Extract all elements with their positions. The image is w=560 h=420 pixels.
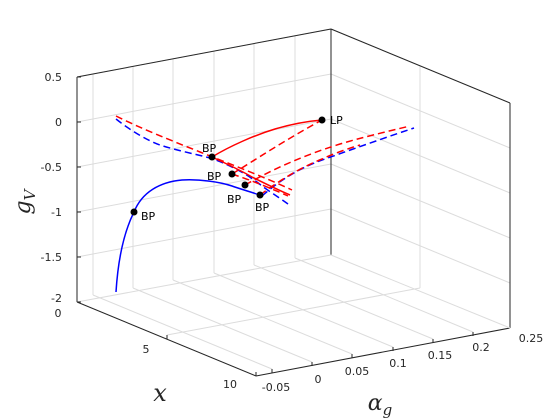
point-label-bp: BP (207, 170, 222, 183)
alpha-tick-label: -0.05 (262, 381, 290, 394)
alpha-tick-label: 0.15 (428, 349, 453, 362)
alpha-tick-label: 0.1 (389, 357, 407, 370)
alpha-tick-label: 0 (315, 373, 322, 386)
series-red-dashed (259, 144, 361, 196)
x-axis-label: x (153, 379, 167, 407)
series-red-dashed (231, 173, 289, 197)
z-axis-label-main: g (11, 200, 36, 214)
series-red-dashed (115, 115, 293, 191)
series-blue-solid (115, 179, 263, 293)
series-red-solid (211, 119, 323, 158)
point-label-lp: LP (330, 114, 343, 127)
alpha-tick-label: 0.25 (519, 332, 544, 345)
x-tick-label: 10 (223, 378, 237, 391)
alpha-tick-label: 0.05 (345, 365, 370, 378)
z-tick-label: 0.5 (45, 71, 63, 84)
series-red-solid (211, 156, 291, 196)
series-blue-dashed (261, 127, 415, 197)
curves (115, 115, 415, 293)
point-bp (130, 208, 138, 216)
alpha-axis-label-sub: g (383, 401, 393, 419)
z-axis-label: gV (11, 187, 39, 214)
z-tick-label: -0.5 (41, 161, 62, 174)
z-tick-label: 0 (55, 116, 62, 129)
point-label-bp: BP (202, 142, 217, 155)
tick-marks (77, 76, 474, 376)
series-red-dashed (231, 119, 323, 175)
special-points: LP BP BP BP BP BP (130, 114, 343, 223)
x-tick-label: 0 (55, 307, 62, 320)
point-bp (241, 181, 249, 189)
point-bp (256, 191, 264, 199)
point-lp (318, 116, 326, 124)
z-tick-label: -1.5 (41, 251, 62, 264)
alpha-axis-label: αg (368, 391, 392, 419)
point-label-bp: BP (227, 193, 242, 206)
point-bp (208, 153, 216, 161)
alpha-axis-label-main: α (368, 391, 383, 416)
point-label-bp: BP (255, 201, 270, 214)
series-red-dashed (244, 125, 411, 186)
z-tick-label: -2 (51, 292, 62, 305)
alpha-tick-label: 0.2 (472, 341, 490, 354)
z-axis-label-sub: V (21, 187, 39, 200)
point-bp (228, 170, 236, 178)
point-label-bp: BP (141, 210, 156, 223)
x-tick-label: 5 (143, 343, 150, 356)
z-tick-label: -1 (51, 206, 62, 219)
